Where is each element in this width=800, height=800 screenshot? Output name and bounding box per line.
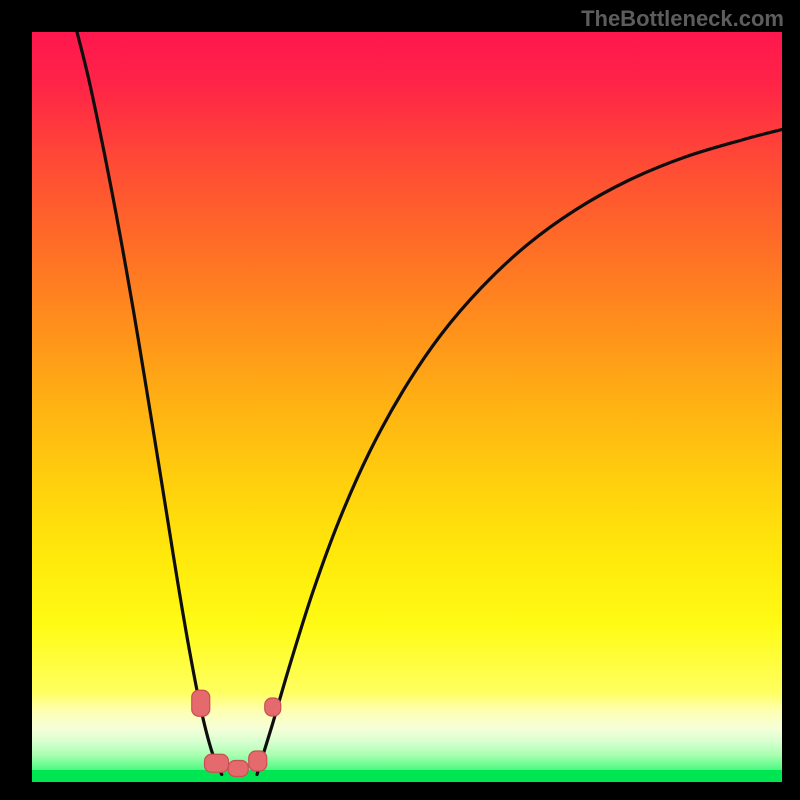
curve-marker-1: [205, 754, 229, 772]
watermark-text: TheBottleneck.com: [581, 6, 784, 32]
curve-marker-4: [265, 698, 281, 716]
right-curve: [257, 130, 782, 775]
curve-marker-2: [228, 761, 248, 777]
curve-marker-0: [192, 690, 210, 716]
chart-frame: TheBottleneck.com: [0, 0, 800, 800]
curve-marker-3: [249, 751, 267, 771]
left-curve: [77, 32, 222, 775]
bottleneck-curve-chart: [32, 32, 782, 782]
plot-area: [32, 32, 782, 782]
